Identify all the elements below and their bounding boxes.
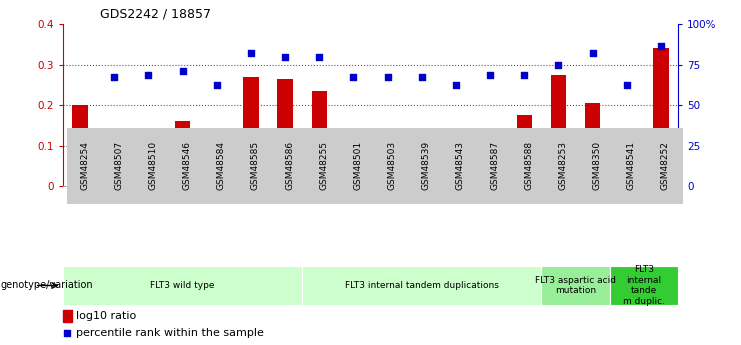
Text: GDS2242 / 18857: GDS2242 / 18857 xyxy=(100,8,211,21)
Point xyxy=(142,72,154,78)
Bar xyxy=(585,103,600,186)
Bar xyxy=(619,144,634,186)
Point xyxy=(553,62,565,67)
Bar xyxy=(516,115,532,186)
Point xyxy=(621,82,633,88)
Text: FLT3 internal tandem duplications: FLT3 internal tandem duplications xyxy=(345,281,499,290)
Bar xyxy=(346,142,361,186)
Text: GSM48586: GSM48586 xyxy=(285,141,294,190)
Bar xyxy=(141,131,156,186)
Text: FLT3 wild type: FLT3 wild type xyxy=(150,281,215,290)
Point xyxy=(450,82,462,88)
Text: GSM48255: GSM48255 xyxy=(319,141,328,190)
Bar xyxy=(482,136,498,186)
Point xyxy=(108,74,120,80)
Bar xyxy=(63,310,73,322)
FancyBboxPatch shape xyxy=(610,266,678,305)
Point xyxy=(484,72,496,78)
Text: GSM48254: GSM48254 xyxy=(80,141,89,190)
Bar xyxy=(414,131,430,186)
Text: log10 ratio: log10 ratio xyxy=(76,311,136,321)
Point xyxy=(279,54,291,59)
Text: genotype/variation: genotype/variation xyxy=(1,280,93,290)
Point xyxy=(518,72,530,78)
Text: FLT3
internal
tande
m duplic.: FLT3 internal tande m duplic. xyxy=(623,265,665,306)
Point xyxy=(283,248,295,254)
Bar xyxy=(243,77,259,186)
Text: GSM48510: GSM48510 xyxy=(148,141,157,190)
Bar xyxy=(654,48,668,186)
Bar xyxy=(448,148,464,186)
Bar xyxy=(107,138,122,186)
Text: GSM48588: GSM48588 xyxy=(524,141,534,190)
Point xyxy=(416,74,428,80)
Point xyxy=(348,74,359,80)
Text: GSM48252: GSM48252 xyxy=(661,141,670,190)
FancyBboxPatch shape xyxy=(302,266,542,305)
Text: GSM48541: GSM48541 xyxy=(627,141,636,190)
Text: percentile rank within the sample: percentile rank within the sample xyxy=(76,328,264,338)
Text: GSM48503: GSM48503 xyxy=(388,141,396,190)
FancyBboxPatch shape xyxy=(542,266,610,305)
Bar xyxy=(175,121,190,186)
Text: GSM48507: GSM48507 xyxy=(114,141,123,190)
Bar xyxy=(209,146,225,186)
Text: GSM48350: GSM48350 xyxy=(593,141,602,190)
Point xyxy=(655,44,667,49)
Text: GSM48501: GSM48501 xyxy=(353,141,362,190)
Bar xyxy=(551,75,566,186)
Point xyxy=(210,82,222,88)
Bar xyxy=(311,91,327,186)
Text: GSM48585: GSM48585 xyxy=(251,141,260,190)
Point xyxy=(313,54,325,59)
Text: GSM48584: GSM48584 xyxy=(216,141,226,190)
Text: GSM48539: GSM48539 xyxy=(422,141,431,190)
Point xyxy=(176,68,188,73)
Text: GSM48253: GSM48253 xyxy=(559,141,568,190)
Bar xyxy=(380,136,395,186)
Text: GSM48543: GSM48543 xyxy=(456,141,465,190)
Point xyxy=(245,50,257,55)
Point xyxy=(382,74,393,80)
Text: FLT3 aspartic acid
mutation: FLT3 aspartic acid mutation xyxy=(535,276,616,295)
Text: GSM48546: GSM48546 xyxy=(182,141,192,190)
Bar xyxy=(277,79,293,186)
Text: GSM48587: GSM48587 xyxy=(490,141,499,190)
FancyBboxPatch shape xyxy=(63,266,302,305)
Point xyxy=(587,50,599,55)
Bar xyxy=(73,105,87,186)
